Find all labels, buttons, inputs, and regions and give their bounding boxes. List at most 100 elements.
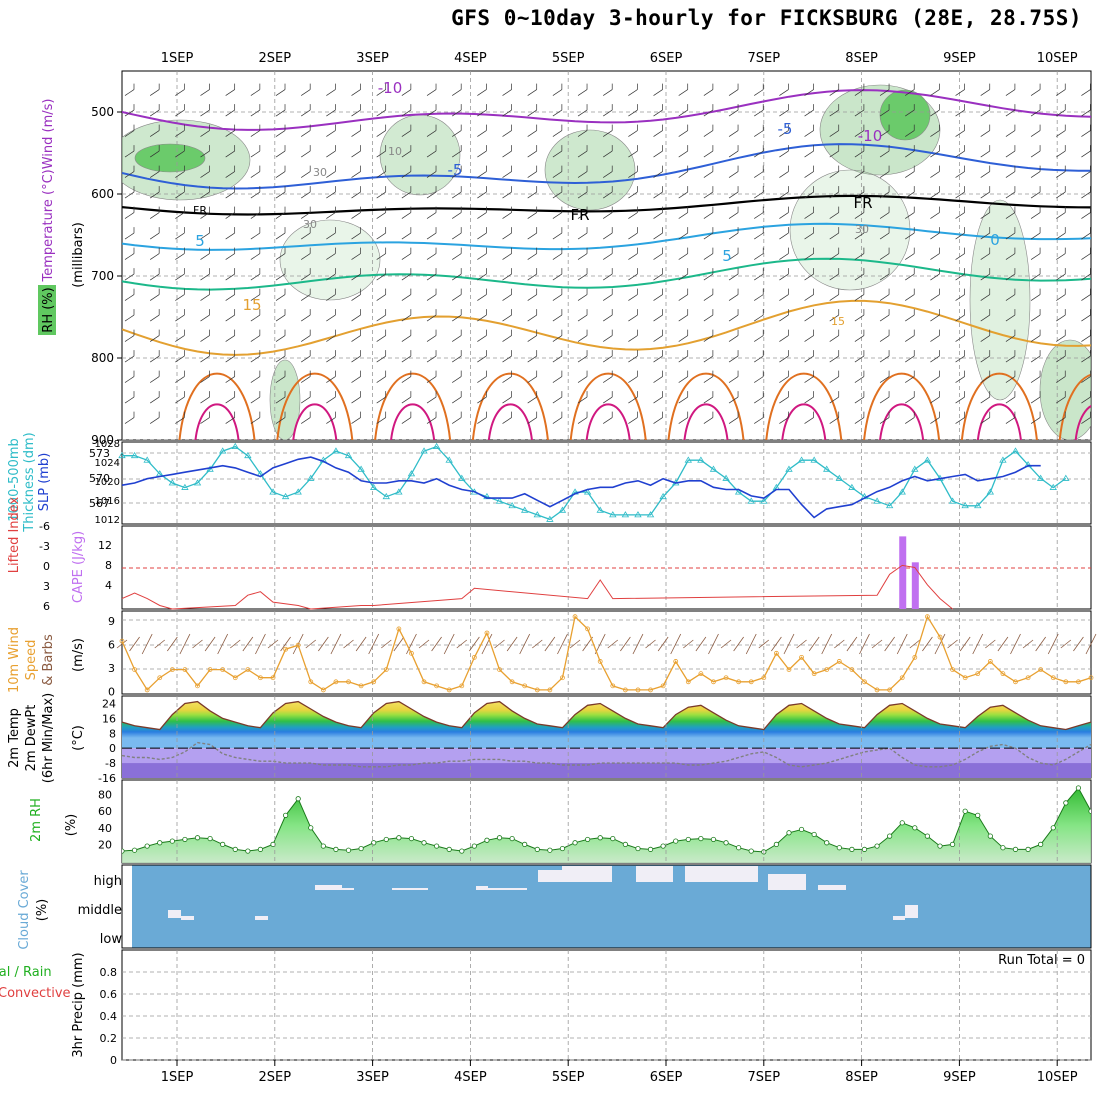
wind-speed-point [346,679,351,685]
wind-barb [250,273,261,281]
rh-shade [134,143,206,173]
wind-barb [275,171,286,178]
wind-barb [703,109,714,117]
wind-barb [930,191,940,199]
wind-barb [854,335,865,342]
rh-point [736,845,742,851]
wind-barb [149,335,160,342]
cloud-clear-block [392,888,428,890]
wind-barb [502,232,512,240]
wind-barb [829,171,839,178]
wind-barb [149,396,160,404]
wind-barb [779,273,789,281]
rh-point [496,835,503,841]
wind-barb [124,171,135,178]
wind-barb [300,232,311,240]
wind-barb [628,171,638,178]
wind-barb [1005,294,1016,301]
cape-tick: 12 [98,539,112,552]
wind-speed-point [534,687,540,693]
wind-speed-point [182,667,188,672]
thickness-point [395,488,403,495]
rh-point [874,843,880,849]
wind-barb [506,636,518,652]
wind-barb [175,150,185,158]
wind-barb [905,130,915,137]
cloud-level-label: high [94,874,122,889]
wind-barb [200,355,210,363]
cloud-clear-block [315,885,342,890]
wind-barb [452,417,462,424]
wind-barb [452,232,462,240]
wind-barb [477,335,487,342]
wind-barb [477,314,487,322]
wind-ylabel-units: (m/s) [71,638,86,672]
wind-barb [200,89,210,96]
wind-barb [754,212,764,219]
wind-barb [947,639,958,649]
wind-barb [754,355,764,363]
wind-barb [452,171,462,178]
contour-plus20 [863,372,940,440]
wind-barb [1035,636,1046,652]
wind-barb [628,191,638,199]
wind-barb [632,633,644,655]
thickness-point [520,506,529,513]
contour-label: FR [853,194,872,212]
wind-barb [1081,314,1091,322]
temp-tick: 16 [102,712,116,725]
wind-barb [854,294,865,301]
wind-barb [628,273,638,281]
wind-barb [200,417,210,424]
cloud-clear-block [255,916,268,920]
wind-barb [300,130,311,137]
wind-barb [703,89,714,96]
contour-plus25 [977,403,1022,440]
wind-speed-point [132,667,137,672]
wind-barb [426,130,437,137]
wind-speed-point [207,667,213,672]
wind-speed-point [635,687,641,693]
thickness-point [898,488,906,495]
wind-barb [980,89,990,96]
wind-barb [1081,417,1091,424]
wind-barb [930,109,940,117]
rh-point [698,835,704,842]
wind-barb [703,273,714,281]
wind-barb [250,314,261,322]
thickness-point [810,456,818,463]
wind-barb [879,273,890,281]
rh-point [522,841,528,848]
cape-tick: 4 [105,579,112,592]
wind-barb [250,335,261,342]
thickness-tick: 573 [89,447,110,460]
wind-barb [426,294,437,301]
wind-barb [401,109,412,117]
thickness-point [948,497,957,504]
wind-speed-point [1000,671,1006,677]
thickness-point [533,511,541,518]
wind-speed-point [371,679,377,685]
wind-barb [930,253,940,260]
wind-barb [733,636,744,652]
rh-point [320,843,326,849]
wind-barb [552,314,563,322]
wind-barb [1030,335,1041,342]
wind-barb [804,396,814,404]
thickness-point [659,492,667,500]
rh-point [710,836,717,843]
wind-barb [225,335,235,342]
wind-barb [300,294,311,301]
wind-speed-point [1025,675,1031,681]
wind-barb [326,396,336,404]
wind-barb [1056,253,1066,260]
wind-barb [930,417,940,424]
rh-point [547,847,553,853]
wind-barb [318,636,329,652]
wind-speed-point [925,614,930,620]
wind-barb [804,109,814,117]
wind-barb [326,171,336,178]
wind-barb [603,294,613,301]
wind-barb [955,89,965,96]
wind-barb [1056,417,1066,424]
